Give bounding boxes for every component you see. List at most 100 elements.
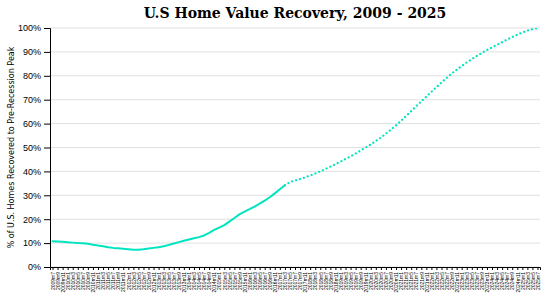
x-tick-mark <box>497 267 498 270</box>
x-tick-mark <box>123 267 124 270</box>
x-tick-mark <box>487 267 488 270</box>
y-axis-line <box>44 29 51 268</box>
x-tick-mark <box>103 267 104 270</box>
grid-line <box>50 171 540 172</box>
y-tick: 50% <box>23 143 50 153</box>
x-tick-mark <box>447 267 448 270</box>
x-tick-mark <box>53 267 54 270</box>
y-tick: 90% <box>23 47 50 57</box>
x-tick-mark <box>280 267 281 270</box>
line <box>53 185 285 250</box>
x-tick-mark <box>63 267 64 270</box>
y-tick-mark <box>44 243 50 244</box>
x-axis: 2009m72009m92009m112010m12010m32010m5201… <box>50 267 541 292</box>
x-tick-mark <box>214 267 215 270</box>
x-tick-mark <box>113 267 114 270</box>
x-tick-mark <box>295 267 296 270</box>
y-tick: 80% <box>23 71 50 81</box>
x-tick-mark <box>335 267 336 270</box>
x-tick-mark <box>285 267 286 270</box>
grid-line <box>50 195 540 196</box>
x-tick-mark <box>239 267 240 270</box>
x-tick-mark <box>416 267 417 270</box>
x-tick-mark <box>512 267 513 270</box>
x-tick-mark <box>78 267 79 270</box>
y-tick-label: 90% <box>23 47 41 57</box>
x-tick-mark <box>204 267 205 270</box>
y-tick-mark <box>44 52 50 53</box>
x-tick-mark <box>340 267 341 270</box>
y-tick-mark <box>44 171 50 172</box>
x-tick-mark <box>330 267 331 270</box>
x-tick-mark <box>507 267 508 270</box>
x-tick-mark <box>386 267 387 270</box>
x-tick-mark <box>396 267 397 270</box>
y-tick-label: 100% <box>18 23 41 33</box>
y-tick-label: 50% <box>23 143 41 153</box>
y-tick-label: 40% <box>23 167 41 177</box>
x-tick-mark <box>346 267 347 270</box>
x-tick-mark <box>179 267 180 270</box>
x-tick-mark <box>128 267 129 270</box>
y-axis-title: % of U.S. Homes Recovered to Pre-Recessi… <box>7 46 16 248</box>
x-tick-mark <box>457 267 458 270</box>
x-tick-label: 2025m7 <box>535 272 541 290</box>
x-tick-mark <box>310 267 311 270</box>
y-tick-mark <box>44 267 50 268</box>
x-tick-mark <box>406 267 407 270</box>
grid-line <box>50 99 540 100</box>
y-tick: 40% <box>23 167 50 177</box>
x-tick-mark <box>83 267 84 270</box>
grid-line <box>50 219 540 220</box>
line <box>285 28 538 185</box>
x-tick-mark <box>159 267 160 270</box>
y-axis: 0%10%20%30%40%50%60%70%80%90%100% <box>18 23 51 272</box>
y-tick-label: 30% <box>23 191 41 201</box>
lines <box>53 28 538 250</box>
x-tick-mark <box>441 267 442 270</box>
x-tick-mark <box>68 267 69 270</box>
x-tick-mark <box>118 267 119 270</box>
x-tick-mark <box>315 267 316 270</box>
x-axis-line <box>51 268 541 271</box>
x-tick-mark <box>244 267 245 270</box>
y-tick: 100% <box>18 23 50 33</box>
x-tick-mark <box>381 267 382 270</box>
x-tick-mark <box>219 267 220 270</box>
x-tick-mark <box>199 267 200 270</box>
x-tick-mark <box>320 267 321 270</box>
x-tick-mark <box>275 267 276 270</box>
x-tick-mark <box>537 267 538 270</box>
x-tick-mark <box>184 267 185 270</box>
y-tick-mark <box>44 148 50 149</box>
x-tick-mark <box>300 267 301 270</box>
x-tick-mark <box>421 267 422 270</box>
y-tick-mark <box>44 100 50 101</box>
x-tick-mark <box>209 267 210 270</box>
y-tick: 10% <box>23 238 50 248</box>
y-tick-label: 10% <box>23 238 41 248</box>
x-tick-mark <box>149 267 150 270</box>
x-tick-mark <box>265 267 266 270</box>
x-tick-mark <box>517 267 518 270</box>
x-tick-mark <box>431 267 432 270</box>
x-tick-mark <box>527 267 528 270</box>
x-tick-mark <box>229 267 230 270</box>
grid-line <box>50 28 540 29</box>
title: U.S Home Value Recovery, 2009 - 2025 <box>144 5 447 21</box>
x-tick-mark <box>93 267 94 270</box>
x-tick-mark <box>138 267 139 270</box>
x-tick-mark <box>73 267 74 270</box>
x-tick-mark <box>290 267 291 270</box>
y-tick-mark <box>44 76 50 77</box>
x-tick-mark <box>164 267 165 270</box>
x-tick-mark <box>260 267 261 270</box>
x-tick-mark <box>502 267 503 270</box>
y-tick: 60% <box>23 119 50 129</box>
y-tick-label: 80% <box>23 71 41 81</box>
x-tick-mark <box>224 267 225 270</box>
y-tick-mark <box>44 124 50 125</box>
y-tick-label: 20% <box>23 215 41 225</box>
x-tick-mark <box>98 267 99 270</box>
x-tick-mark <box>411 267 412 270</box>
